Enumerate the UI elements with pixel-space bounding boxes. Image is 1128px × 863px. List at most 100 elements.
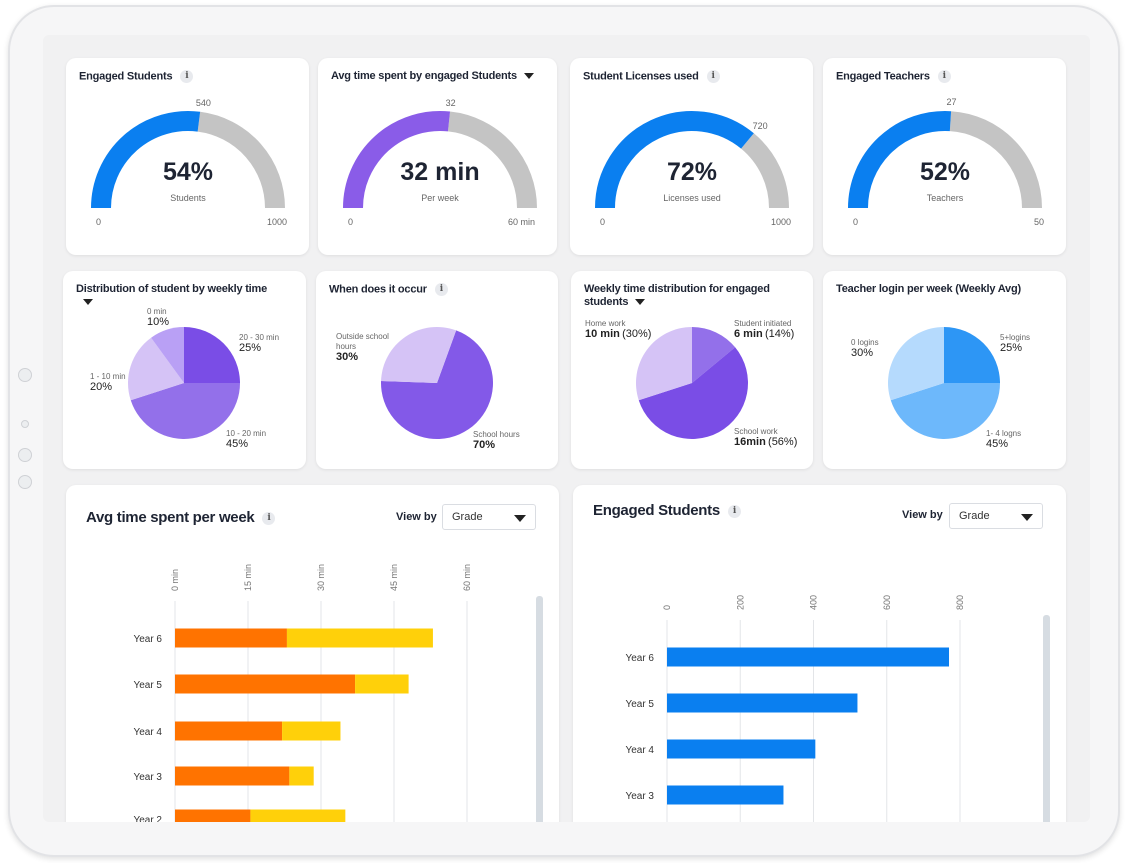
pie-slice[interactable] [944, 327, 1000, 383]
card-title: Engaged Students i [79, 70, 194, 83]
slice-value: 25% [239, 342, 262, 354]
bar-segment[interactable] [175, 809, 251, 823]
gauge-fill [848, 111, 952, 209]
card-title-text: Weekly time distribution for engaged stu… [584, 283, 770, 308]
scrollbar[interactable] [1043, 615, 1050, 822]
bar-segment[interactable] [667, 739, 816, 759]
select-value: Grade [452, 511, 483, 523]
gauge-min: 0 [853, 217, 859, 227]
side-button [18, 475, 32, 489]
card-title-text: Teacher login per week (Weekly Avg) [836, 283, 1021, 295]
pie-slice[interactable] [638, 347, 748, 439]
pie-slice[interactable] [381, 330, 493, 439]
pie-slice[interactable] [151, 327, 184, 383]
gauge-value: 72% [666, 158, 718, 186]
pie-slice-label: 0 min 10% [147, 307, 237, 328]
card-title-text: Student Licenses used [583, 70, 699, 83]
bar-segment[interactable] [286, 628, 433, 648]
slice-name: Student initiated [734, 319, 792, 328]
info-icon[interactable]: i [262, 511, 276, 525]
chevron-down-icon[interactable] [83, 299, 93, 306]
info-icon[interactable]: i [434, 283, 448, 296]
pie-slice-label: 1 - 10 min 20% [90, 372, 180, 393]
chart-title: Avg time spent per week i [86, 509, 276, 526]
slice-name: 1- 4 logns [986, 429, 1022, 438]
view-by-select[interactable]: Grade [949, 503, 1043, 529]
side-button [18, 448, 32, 462]
bar-segment[interactable] [175, 766, 290, 786]
card-title: Teacher login per week (Weekly Avg) [836, 283, 1036, 296]
gauge-card: Engaged Students i 540 54% Students 0 1000 [66, 58, 309, 255]
slice-value: 10 min [585, 328, 620, 340]
slice-value: 25% [1000, 342, 1023, 354]
slice-name: 1 - 10 min [90, 372, 126, 381]
y-tick-label: Year 4 [625, 745, 654, 756]
x-tick-label: 30 min [316, 564, 326, 591]
y-tick-label: Year 4 [133, 727, 162, 738]
pie-slice-label: Student initiated 6 min (14%) [734, 319, 824, 340]
x-tick-label: 45 min [389, 564, 399, 591]
card-title[interactable]: Distribution of student by weekly time [76, 283, 276, 309]
pie-slice-label: 10 - 20 min 45% [226, 429, 316, 450]
card-title[interactable]: Avg time spent by engaged Students [331, 70, 534, 83]
view-by-label: View by [396, 511, 437, 523]
bar-segment[interactable] [250, 809, 346, 823]
pie-slice-label: 0 logins 30% [851, 338, 941, 359]
pie-slice[interactable] [636, 327, 692, 401]
info-icon[interactable]: i [180, 70, 194, 83]
chart-title-text: Avg time spent per week [86, 509, 255, 526]
bar-segment[interactable] [667, 647, 950, 667]
x-tick-label: 15 min [243, 564, 253, 591]
pie-slice[interactable] [184, 327, 240, 383]
info-icon[interactable]: i [937, 70, 951, 83]
pie-slice[interactable] [128, 337, 184, 401]
card-title[interactable]: Weekly time distribution for engaged stu… [584, 283, 784, 309]
card-title: Engaged Teachers i [836, 70, 951, 83]
card-title-text: Distribution of student by weekly time [76, 283, 268, 295]
bar-segment[interactable] [355, 674, 409, 694]
bar-segment[interactable] [667, 785, 784, 805]
gauge-track [197, 111, 285, 209]
gauge-card: Engaged Teachers i 27 52% Teachers 0 50 [823, 58, 1066, 255]
pie-card: Weekly time distribution for engaged stu… [571, 271, 813, 469]
gauge-marker-value: 540 [195, 97, 211, 108]
card-title-text: When does it occur [329, 283, 427, 296]
bar-segment[interactable] [667, 693, 858, 713]
pie-slice[interactable] [130, 383, 240, 439]
pie-slice[interactable] [888, 327, 944, 401]
card-title: When does it occur i [329, 283, 529, 296]
slice-value: 6 min [734, 328, 763, 340]
info-icon[interactable]: i [706, 70, 720, 83]
chevron-down-icon[interactable] [635, 299, 646, 306]
pie-slice[interactable] [381, 327, 457, 383]
slice-name: Home work [585, 319, 626, 328]
gauge-value: 54% [162, 158, 214, 186]
slice-percent: (14%) [764, 328, 795, 340]
pie-slice-label: 20 - 30 min 25% [239, 333, 329, 354]
bar-segment[interactable] [175, 628, 287, 648]
pie-card: When does it occur i School hours 70% Outsid… [316, 271, 558, 469]
slice-value: 20% [90, 381, 113, 393]
gauge-subtitle: Teachers [926, 193, 964, 203]
slice-value: 30% [851, 347, 874, 359]
y-tick-label: Year 3 [625, 791, 654, 802]
gauge-max: 50 [1033, 217, 1044, 227]
pie-slice[interactable] [692, 327, 736, 383]
y-tick-label: Year 6 [625, 653, 654, 664]
bar-segment[interactable] [289, 766, 314, 786]
select-value: Grade [959, 510, 990, 522]
side-button [21, 420, 29, 428]
gauge-card: Avg time spent by engaged Students 32 32 m… [318, 58, 557, 255]
bar-segment[interactable] [175, 674, 356, 694]
view-by-select[interactable]: Grade [442, 504, 536, 530]
bar-segment[interactable] [282, 721, 341, 741]
pie-slice[interactable] [890, 383, 1000, 439]
y-tick-label: Year 5 [625, 699, 654, 710]
chevron-down-icon[interactable] [523, 73, 534, 80]
info-icon[interactable]: i [727, 504, 741, 518]
scrollbar[interactable] [536, 596, 543, 822]
x-tick-label: 800 [955, 595, 965, 610]
bar-segment[interactable] [175, 721, 283, 741]
slice-name: School work [734, 427, 778, 436]
chevron-down-icon [514, 515, 526, 522]
